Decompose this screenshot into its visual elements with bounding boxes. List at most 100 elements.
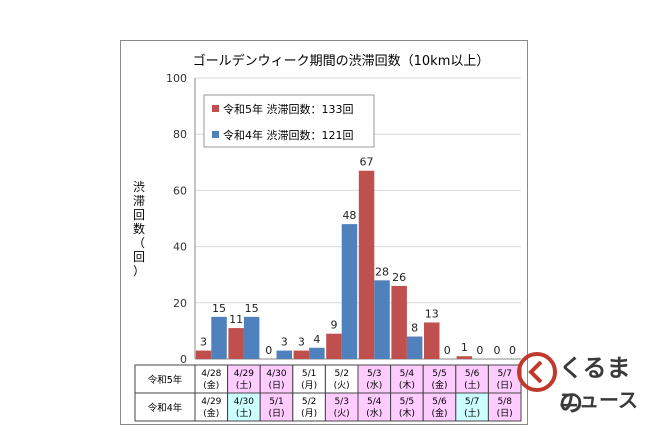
table-cell-day: (日) xyxy=(497,408,513,419)
table-cell-date: 5/6 xyxy=(465,369,480,379)
table-cell-date: 4/30 xyxy=(234,397,254,407)
table-cell xyxy=(194,392,229,422)
table-cell-day: (月) xyxy=(301,380,317,391)
y-tick-label: 80 xyxy=(173,128,187,141)
bar-r4 xyxy=(406,336,423,359)
table-cell-day: (日) xyxy=(268,408,284,419)
legend-entry: 令和5年 渋滞回数：133回 xyxy=(223,102,354,116)
table-cell xyxy=(357,364,392,394)
table-cell xyxy=(487,392,522,422)
data-label-r4: 28 xyxy=(375,265,389,278)
table-cell-day: (土) xyxy=(236,407,252,419)
table-cell-day: (土) xyxy=(236,379,252,391)
bar-r4 xyxy=(211,316,227,359)
chart-frame: ゴールデンウィーク期間の渋滞回数（10km以上） 0 20 40 60 80 100 渋滞回数… xyxy=(120,40,528,425)
table-cell-date: 5/2 xyxy=(302,397,316,407)
bar-r5 xyxy=(456,356,473,359)
logo-text-line1: くるまの xyxy=(559,354,631,417)
y-tick-label: 60 xyxy=(173,184,187,197)
table-row-header-cell xyxy=(134,392,196,422)
y-tick-label: 40 xyxy=(173,241,187,254)
bar-r4 xyxy=(309,347,325,359)
table-cell-day: (金) xyxy=(203,407,219,419)
bar-r4 xyxy=(341,224,358,359)
data-label-r5: 3 xyxy=(200,336,207,349)
data-label-r5: 3 xyxy=(298,336,305,349)
legend-entry: 令和4年 渋滞回数：121回 xyxy=(223,128,354,142)
data-label-r5: 9 xyxy=(330,319,337,332)
table-cell-day: (木) xyxy=(399,407,415,419)
bar-r4 xyxy=(276,350,292,359)
bar-r5 xyxy=(293,350,310,359)
y-axis-label: 渋滞回数（回） xyxy=(133,180,145,278)
data-label-r4: 15 xyxy=(212,302,226,315)
table-row-header-cell xyxy=(134,364,196,394)
table-cell xyxy=(227,392,261,422)
y-tick-label: 100 xyxy=(166,72,187,85)
table-cell-day: (土) xyxy=(464,379,480,391)
bar-r5 xyxy=(391,285,407,359)
data-label-r4: 0 xyxy=(509,344,516,357)
y-tick-label: 20 xyxy=(173,297,187,310)
table-cell-date: 4/29 xyxy=(234,369,254,379)
table-row-header: 令和4年 xyxy=(148,402,183,414)
legend-swatch xyxy=(212,105,219,112)
data-label-r4: 3 xyxy=(281,336,288,349)
logo-mark-icon xyxy=(517,352,557,392)
bar-r5 xyxy=(195,350,212,359)
data-label-r4: 8 xyxy=(411,322,418,335)
table-cell-date: 5/4 xyxy=(400,369,415,379)
bar-r5 xyxy=(424,322,440,359)
table-cell-date: 5/5 xyxy=(400,397,414,407)
table-cell-date: 5/8 xyxy=(497,397,512,407)
data-label-r5: 0 xyxy=(265,344,272,357)
table-cell xyxy=(324,364,359,394)
table-cell xyxy=(324,392,359,422)
data-label-r5: 67 xyxy=(360,156,374,169)
legend-box xyxy=(203,94,375,148)
table-row-header: 令和5年 xyxy=(148,374,183,386)
table-cell xyxy=(455,364,489,394)
data-label-r5: 13 xyxy=(425,307,439,320)
bar-r5 xyxy=(326,333,342,359)
table-cell-date: 5/1 xyxy=(302,369,316,379)
data-label-r4: 0 xyxy=(476,344,483,357)
table-cell-date: 5/5 xyxy=(432,369,446,379)
table-cell-day: (木) xyxy=(399,379,415,391)
chart-title: ゴールデンウィーク期間の渋滞回数（10km以上） xyxy=(193,53,490,69)
table-cell-date: 5/3 xyxy=(367,369,381,379)
data-label-r4: 48 xyxy=(342,209,356,222)
table-cell xyxy=(455,392,489,422)
table-cell-date: 5/7 xyxy=(497,369,511,379)
table-cell-day: (火) xyxy=(334,408,350,419)
logo-text-line2: ニュース xyxy=(559,388,638,412)
table-cell-date: 5/7 xyxy=(465,397,479,407)
bar-chart: ゴールデンウィーク期間の渋滞回数（10km以上）020406080100渋滞回数… xyxy=(133,53,522,422)
data-label-r4: 4 xyxy=(313,333,320,346)
table-cell-date: 4/30 xyxy=(266,369,286,379)
data-label-r4: 0 xyxy=(444,344,451,357)
table-cell-date: 5/6 xyxy=(432,397,447,407)
table-cell-date: 5/2 xyxy=(334,369,348,379)
data-label-r4: 15 xyxy=(245,302,259,315)
y-tick-label: 0 xyxy=(180,353,187,366)
table-cell xyxy=(259,392,294,422)
data-label-r5: 26 xyxy=(392,271,406,284)
table-cell-day: (水) xyxy=(366,379,382,391)
table-cell-date: 4/28 xyxy=(201,369,221,379)
table-cell-day: (日) xyxy=(497,380,513,391)
bar-r4 xyxy=(243,316,260,359)
data-label-r5: 11 xyxy=(229,313,243,326)
kurumanonews-logo: くるまの ニュース xyxy=(515,340,650,430)
bar-r5 xyxy=(228,328,244,359)
bar-r4 xyxy=(374,280,390,359)
table-cell-date: 5/3 xyxy=(334,397,348,407)
table-cell-date: 5/1 xyxy=(269,397,283,407)
table-cell-day: (月) xyxy=(301,408,317,419)
table-cell-day: (土) xyxy=(464,407,480,419)
table-cell-day: (日) xyxy=(268,380,284,391)
data-label-r5: 1 xyxy=(461,341,468,354)
table-cell xyxy=(390,392,424,422)
data-label-r5: 0 xyxy=(493,344,500,357)
table-cell-date: 5/4 xyxy=(367,397,382,407)
